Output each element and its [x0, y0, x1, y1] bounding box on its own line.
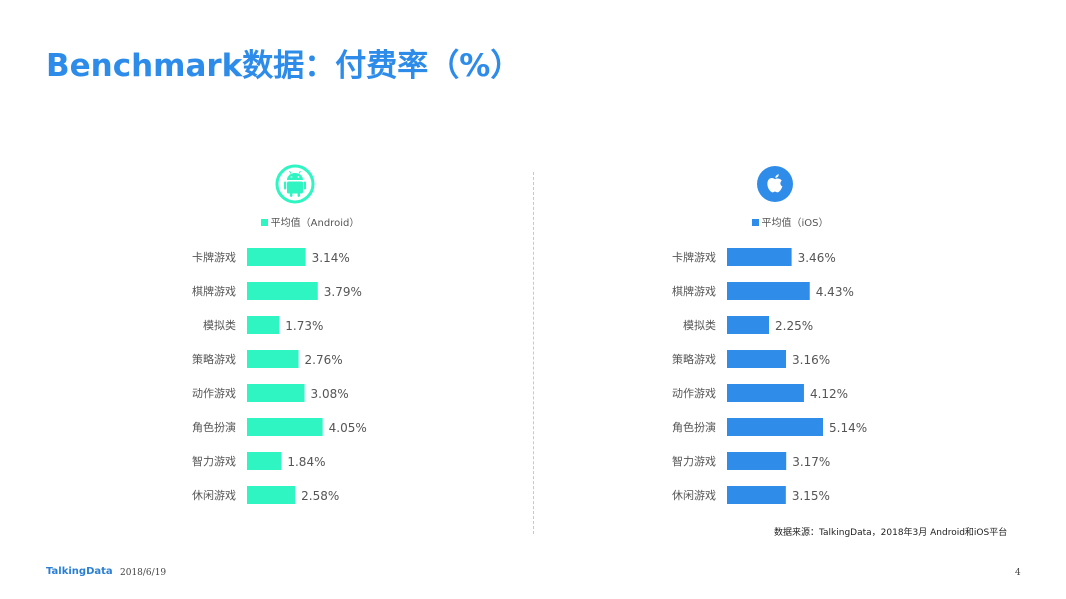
legend-swatch — [260, 219, 268, 226]
category-label: 动作游戏 — [672, 387, 716, 400]
bar — [727, 282, 810, 300]
value-label: 3.14% — [312, 251, 350, 265]
category-label: 智力游戏 — [192, 454, 236, 468]
bar — [727, 350, 787, 368]
bar — [247, 418, 323, 436]
ios-bar-chart: 卡牌游戏 3.46% 棋牌游戏 4.43% 模拟类 2.25% 策略游戏 3.16% 动作游戏 4… — [672, 248, 867, 504]
value-label: 2.76% — [305, 353, 343, 367]
value-label: 3.16% — [792, 353, 830, 367]
category-label: 休闲游戏 — [192, 488, 236, 502]
value-label: 5.14% — [829, 421, 867, 435]
category-label: 卡牌游戏 — [192, 250, 236, 264]
bar — [247, 316, 280, 334]
value-label: 3.08% — [311, 387, 349, 401]
value-label: 3.15% — [792, 489, 830, 503]
category-label: 动作游戏 — [192, 387, 236, 400]
chart-legend-android: 平均值（Android） — [100, 214, 520, 229]
footer-logo: TalkingData — [46, 566, 113, 577]
apple-icon — [757, 166, 793, 202]
category-label: 智力游戏 — [672, 454, 716, 468]
bar — [247, 384, 305, 402]
legend-label: 平均值（iOS） — [761, 218, 829, 229]
bar — [247, 486, 296, 504]
value-label: 3.79% — [324, 285, 362, 299]
ios-panel: 平均值（iOS） 卡牌游戏 3.46% 棋牌游戏 4.43% 模拟类 2.25% 策略游戏 3… — [580, 160, 1000, 520]
value-label: 1.73% — [285, 319, 323, 333]
page-number: 4 — [1015, 568, 1021, 578]
value-label: 4.05% — [329, 421, 367, 435]
category-label: 棋牌游戏 — [192, 284, 236, 298]
category-label: 卡牌游戏 — [672, 250, 716, 264]
category-label: 休闲游戏 — [672, 488, 716, 502]
bar — [247, 350, 299, 368]
bar — [727, 486, 786, 504]
bar — [247, 248, 306, 266]
category-label: 策略游戏 — [192, 352, 236, 366]
chart-legend-ios: 平均值（iOS） — [580, 214, 1000, 229]
bar — [727, 384, 804, 402]
bar — [247, 282, 318, 300]
value-label: 1.84% — [287, 455, 325, 469]
data-source-note: 数据来源：TalkingData，2018年3月 Android和iOS平台 — [774, 528, 1008, 538]
bar — [727, 452, 787, 470]
panel-divider — [533, 172, 534, 534]
bar — [727, 316, 770, 334]
category-label: 模拟类 — [203, 318, 236, 332]
category-label: 角色扮演 — [192, 420, 236, 434]
bar — [727, 418, 823, 436]
legend-label: 平均值（Android） — [270, 218, 360, 229]
value-label: 4.43% — [816, 285, 854, 299]
value-label: 2.25% — [775, 319, 813, 333]
value-label: 3.17% — [792, 455, 830, 469]
category-label: 策略游戏 — [672, 352, 716, 366]
category-label: 角色扮演 — [672, 420, 716, 434]
value-label: 3.46% — [798, 251, 836, 265]
footer-date: 2018/6/19 — [120, 568, 167, 578]
value-label: 4.12% — [810, 387, 848, 401]
category-label: 模拟类 — [683, 318, 716, 332]
page-title: Benchmark数据：付费率（%） — [46, 48, 522, 84]
android-panel: 平均值（Android） 卡牌游戏 3.14% 棋牌游戏 3.79% 模拟类 1.73% 策… — [100, 160, 520, 520]
android-bar-chart: 卡牌游戏 3.14% 棋牌游戏 3.79% 模拟类 1.73% 策略游戏 2.76% 动作游戏 3… — [192, 248, 367, 504]
legend-swatch — [751, 219, 759, 226]
category-label: 棋牌游戏 — [672, 284, 716, 298]
value-label: 2.58% — [301, 489, 339, 503]
bar — [247, 452, 282, 470]
bar — [727, 248, 792, 266]
android-icon — [275, 164, 315, 204]
